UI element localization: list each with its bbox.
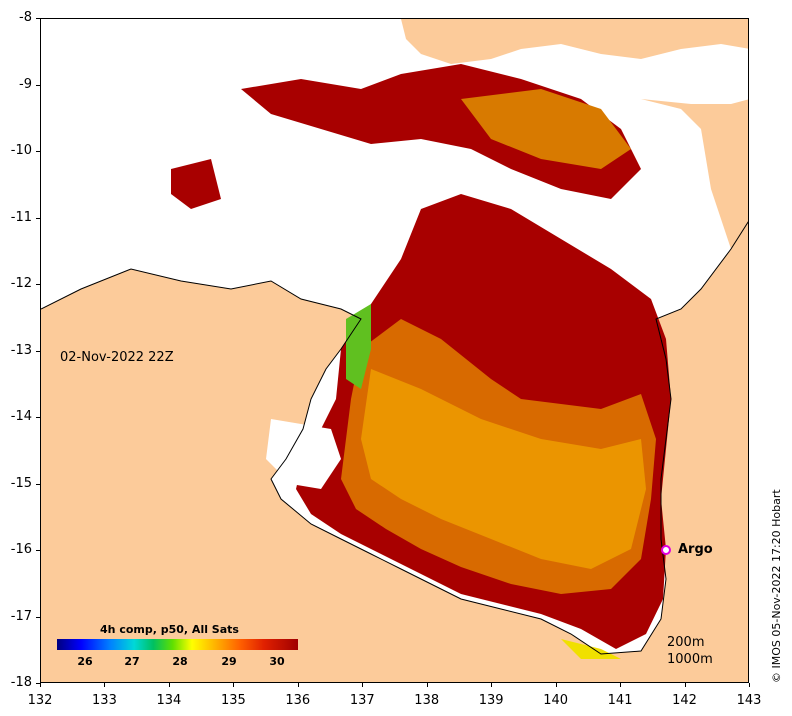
- lon-tick-label: 133: [92, 693, 117, 708]
- sst-north-small: [171, 159, 221, 209]
- lat-tick-mark: [36, 217, 40, 219]
- argo-label: Argo: [678, 542, 713, 557]
- lon-tick-mark: [749, 683, 750, 687]
- lat-tick-mark: [36, 151, 40, 152]
- lat-tick-label: -9: [19, 76, 32, 92]
- lat-tick-mark: [36, 284, 40, 285]
- lon-tick-mark: [104, 683, 106, 687]
- lat-tick-mark: [36, 18, 40, 19]
- lat-tick-mark: [36, 550, 40, 551]
- colorbar-tick-label: 30: [269, 655, 285, 668]
- colorbar-tick-label: 27: [124, 655, 140, 668]
- lon-tick-mark: [233, 683, 235, 687]
- colorbar-tick-label: 29: [221, 655, 237, 668]
- lon-tick-mark: [40, 683, 41, 687]
- lon-tick-mark: [426, 683, 428, 687]
- lon-tick-label: 135: [220, 693, 246, 708]
- lon-tick-mark: [684, 683, 686, 687]
- colorbar-tick-label: 26: [77, 655, 93, 668]
- lat-tick-mark: [36, 616, 40, 618]
- lat-tick-label: -10: [10, 143, 32, 158]
- coastline: [41, 221, 748, 655]
- no-data-gap-west: [266, 419, 341, 489]
- credit-label: © IMOS 05-Nov-2022 17:20 Hobart: [770, 489, 783, 683]
- lon-tick-label: 134: [156, 693, 182, 708]
- lat-tick-label: -15: [10, 475, 32, 491]
- colorbar: [57, 639, 298, 650]
- land-new-guinea: [401, 19, 748, 64]
- lon-tick-label: 142: [672, 693, 697, 708]
- map-canvas: [41, 19, 748, 682]
- lon-tick-mark: [297, 683, 299, 687]
- lat-tick-mark: [36, 84, 40, 86]
- lat-tick-mark: [36, 483, 40, 485]
- lat-tick-label: -17: [10, 608, 32, 624]
- lon-tick-label: 132: [27, 693, 53, 708]
- lat-tick-label: -18: [10, 675, 32, 690]
- depth-contour-1000-label: 1000m: [667, 652, 713, 667]
- lon-tick-mark: [168, 683, 170, 687]
- lon-tick-mark: [491, 683, 493, 687]
- lat-tick-label: -12: [10, 276, 32, 291]
- lat-tick-label: -11: [10, 209, 32, 225]
- lat-tick-mark: [36, 350, 40, 352]
- land-cape-york: [641, 99, 748, 249]
- lat-tick-label: -14: [10, 409, 32, 424]
- lon-tick-mark: [620, 683, 622, 687]
- sst-coastal-green: [346, 304, 371, 389]
- lon-tick-label: 143: [736, 693, 762, 708]
- sst-gulf-warmest-band: [361, 369, 646, 569]
- lon-tick-label: 136: [285, 693, 311, 708]
- lat-tick-label: -8: [19, 10, 32, 25]
- lat-tick-mark: [36, 417, 40, 418]
- lon-tick-label: 140: [543, 693, 569, 708]
- lon-tick-label: 137: [349, 693, 375, 708]
- argo-marker-icon: [661, 545, 671, 555]
- lon-tick-label: 138: [414, 693, 440, 708]
- lon-tick-label: 141: [607, 693, 633, 708]
- depth-contour-200-label: 200m: [667, 635, 705, 650]
- lon-tick-mark: [362, 683, 364, 687]
- land-northern-territory: [41, 222, 748, 682]
- sst-north-orange: [461, 89, 631, 169]
- lat-tick-label: -16: [10, 542, 32, 557]
- lat-tick-mark: [36, 683, 40, 684]
- colorbar-title: 4h comp, p50, All Sats: [100, 623, 239, 636]
- sst-map: [40, 18, 749, 683]
- lon-tick-label: 139: [478, 693, 504, 708]
- colorbar-tick-label: 28: [172, 655, 188, 668]
- lat-tick-label: -13: [10, 342, 32, 358]
- lon-tick-mark: [555, 683, 557, 687]
- date-label: 02-Nov-2022 22Z: [60, 350, 174, 365]
